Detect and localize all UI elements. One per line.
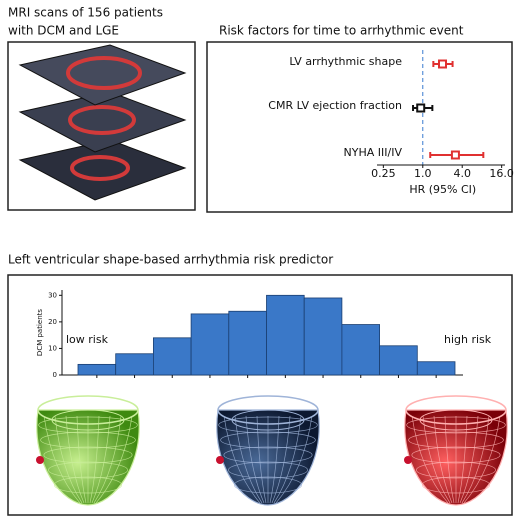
histogram-bar bbox=[380, 346, 418, 375]
figure: MRI scans of 156 patients with DCM and L… bbox=[0, 0, 520, 523]
category-label: CMR LV ejection fraction bbox=[268, 99, 402, 112]
y-tick-label: 30 bbox=[48, 291, 57, 299]
category-label: NYHA III/IV bbox=[344, 146, 403, 159]
y-tick-label: 10 bbox=[48, 344, 57, 352]
marker-dot bbox=[404, 456, 412, 464]
histogram-bar bbox=[229, 311, 267, 375]
histogram-bar bbox=[417, 362, 455, 375]
histogram-bar bbox=[267, 295, 305, 375]
mri-title: with DCM and LGE bbox=[8, 24, 119, 38]
hist-title: Left ventricular shape-based arrhythmia … bbox=[8, 253, 333, 267]
x-tick-label: 16.0 bbox=[489, 167, 514, 180]
marker-dot bbox=[36, 456, 44, 464]
point-estimate bbox=[417, 105, 424, 112]
x-axis-label: HR (95% CI) bbox=[409, 183, 476, 196]
marker-dot bbox=[216, 456, 224, 464]
point-estimate bbox=[439, 61, 446, 68]
heart-meshes bbox=[36, 396, 507, 505]
y-axis-label: DCM patients bbox=[36, 309, 44, 356]
histogram-bar bbox=[153, 338, 191, 375]
forest-title: Risk factors for time to arrhythmic even… bbox=[219, 24, 464, 38]
annotation: low risk bbox=[66, 333, 109, 346]
histogram-bar bbox=[191, 314, 229, 375]
point-estimate bbox=[452, 152, 459, 159]
page: {"figure": {"mri_title": ["MRI scans of … bbox=[0, 0, 520, 523]
mri-title: MRI scans of 156 patients bbox=[8, 6, 163, 20]
y-tick-label: 20 bbox=[48, 318, 57, 326]
x-tick-label: 4.0 bbox=[453, 167, 471, 180]
histogram-bar bbox=[78, 364, 116, 375]
mri-stack bbox=[20, 45, 185, 200]
annotation: high risk bbox=[444, 333, 492, 346]
x-tick-label: 1.0 bbox=[414, 167, 432, 180]
category-label: LV arrhythmic shape bbox=[289, 55, 402, 68]
histogram-bar bbox=[342, 325, 380, 375]
y-tick-label: 0 bbox=[53, 371, 57, 379]
histogram-bar bbox=[116, 354, 154, 375]
x-tick-label: 0.25 bbox=[371, 167, 396, 180]
histogram-bar bbox=[304, 298, 342, 375]
